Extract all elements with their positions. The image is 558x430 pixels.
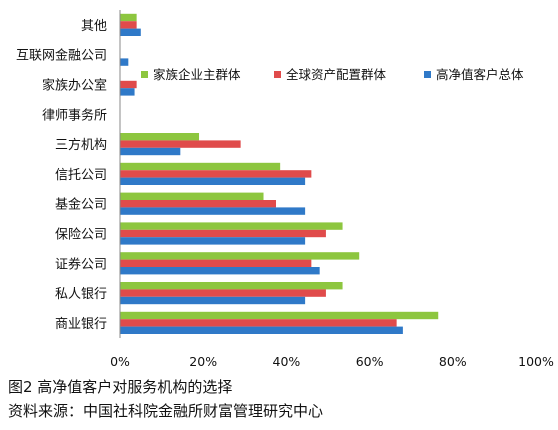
bar [120, 319, 397, 327]
bar [120, 311, 439, 320]
bar [120, 207, 306, 215]
legend-swatch [141, 71, 148, 78]
x-tick-label: 0% [110, 354, 130, 369]
bar [120, 222, 343, 230]
x-tick-label: 20% [189, 354, 217, 369]
legend-swatch [274, 71, 281, 78]
x-tick-label: 40% [273, 354, 301, 369]
bar [120, 133, 200, 141]
category-label: 保险公司 [55, 228, 107, 243]
x-tick-label: 60% [356, 354, 384, 369]
bar [120, 21, 137, 29]
bar [120, 28, 141, 36]
category-label: 互联网金融公司 [16, 48, 107, 64]
x-tick-label: 80% [439, 354, 467, 369]
category-label: 商业银行 [55, 317, 107, 332]
source-note: 资料来源：中国社科院金融所财富管理研究中心 [8, 402, 324, 420]
legend-label: 家族企业主群体 [153, 67, 241, 82]
bar [120, 229, 326, 238]
bar [120, 88, 135, 96]
bar [120, 170, 312, 178]
legend-label: 高净值客户总体 [436, 67, 524, 82]
bar [120, 162, 281, 171]
bar [120, 289, 326, 297]
bar [120, 192, 264, 200]
legend-swatch [424, 71, 431, 78]
category-label: 其他 [81, 19, 107, 34]
category-labels: 其他互联网金融公司家族办公室律师事务所三方机构信托公司基金公司保险公司证券公司私… [16, 19, 107, 332]
category-label: 私人银行 [55, 287, 107, 302]
bar [120, 267, 320, 275]
category-label: 家族办公室 [42, 78, 107, 94]
category-label: 基金公司 [55, 197, 107, 213]
bar [120, 326, 403, 334]
bar-chart: 其他互联网金融公司家族办公室律师事务所三方机构信托公司基金公司保险公司证券公司私… [16, 10, 554, 369]
category-label: 信托公司 [55, 168, 107, 183]
bar [120, 140, 241, 148]
category-label: 三方机构 [55, 137, 107, 153]
category-label: 证券公司 [55, 256, 107, 272]
bar [120, 296, 306, 305]
bar [120, 80, 137, 89]
bar [120, 259, 312, 267]
bars-group [120, 13, 439, 334]
bar [120, 200, 276, 208]
bar [120, 282, 343, 290]
bar [120, 58, 129, 66]
x-axis-ticks: 0% 20% 40% 60% 80% 100% [110, 354, 554, 369]
figure-caption: 图2 高净值客户对服务机构的选择 [8, 378, 233, 396]
bar [120, 177, 306, 185]
bar [120, 13, 137, 22]
category-label: 律师事务所 [42, 107, 107, 123]
bar [120, 147, 181, 156]
x-tick-label: 100% [518, 354, 554, 369]
legend: 家族企业主群体 全球资产配置群体 高净值客户总体 [141, 67, 524, 82]
bar [120, 252, 360, 260]
legend-label: 全球资产配置群体 [286, 67, 387, 82]
bar [120, 237, 306, 245]
